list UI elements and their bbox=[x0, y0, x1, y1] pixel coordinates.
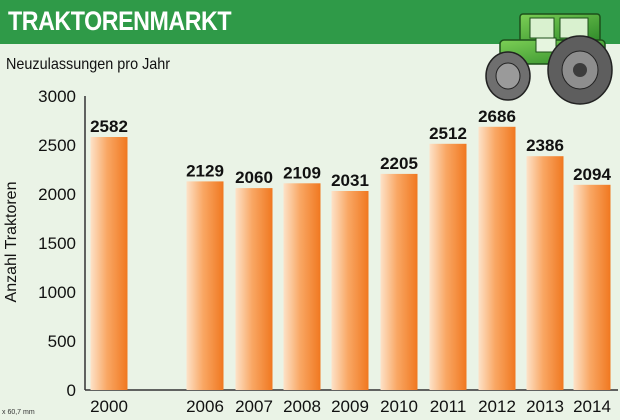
x-tick-label-2006: 2006 bbox=[186, 397, 224, 416]
value-label-2007: 2060 bbox=[235, 168, 273, 187]
bar-2013 bbox=[526, 156, 564, 390]
value-label-2009: 2031 bbox=[331, 171, 369, 190]
bar-2011 bbox=[429, 143, 467, 390]
value-label-2014: 2094 bbox=[573, 165, 611, 184]
x-tick-label-2000: 2000 bbox=[90, 397, 128, 416]
title-banner bbox=[0, 0, 620, 44]
y-tick-label: 500 bbox=[48, 332, 76, 351]
x-tick-label-2014: 2014 bbox=[573, 397, 611, 416]
value-label-2008: 2109 bbox=[283, 163, 321, 182]
bar-2000 bbox=[90, 137, 128, 390]
bar-2009 bbox=[331, 191, 369, 390]
bar-2014 bbox=[573, 184, 611, 390]
value-label-2011: 2512 bbox=[429, 124, 467, 143]
chart-title: TRAKTORENMARKT bbox=[8, 6, 232, 36]
y-tick-label: 2000 bbox=[38, 185, 76, 204]
value-label-2006: 2129 bbox=[186, 161, 224, 180]
bar-2010 bbox=[380, 173, 418, 390]
y-axis-label: Anzahl Traktoren bbox=[3, 182, 20, 303]
bar-2007 bbox=[235, 188, 273, 390]
y-tick-label: 3000 bbox=[38, 87, 76, 106]
credit-note: x 60,7 mm bbox=[2, 409, 35, 416]
y-tick-label: 1000 bbox=[38, 283, 76, 302]
tractor-icon bbox=[485, 13, 613, 105]
bar-2008 bbox=[283, 183, 321, 390]
x-tick-label-2012: 2012 bbox=[478, 397, 516, 416]
bar-2012 bbox=[478, 126, 516, 391]
chart-subtitle: Neuzulassungen pro Jahr bbox=[6, 56, 171, 73]
x-tick-label-2010: 2010 bbox=[380, 397, 418, 416]
bar-2006 bbox=[186, 181, 224, 390]
value-label-2010: 2205 bbox=[380, 154, 418, 173]
value-label-2000: 2582 bbox=[90, 117, 128, 136]
x-tick-label-2009: 2009 bbox=[331, 397, 369, 416]
value-label-2012: 2686 bbox=[478, 107, 516, 126]
x-tick-label-2008: 2008 bbox=[283, 397, 321, 416]
y-tick-label: 0 bbox=[67, 381, 76, 400]
value-label-2013: 2386 bbox=[526, 136, 564, 155]
y-tick-label: 1500 bbox=[38, 234, 76, 253]
y-tick-label: 2500 bbox=[38, 136, 76, 155]
x-tick-label-2007: 2007 bbox=[235, 397, 273, 416]
x-tick-label-2013: 2013 bbox=[526, 397, 564, 416]
x-tick-label-2011: 2011 bbox=[430, 397, 467, 416]
